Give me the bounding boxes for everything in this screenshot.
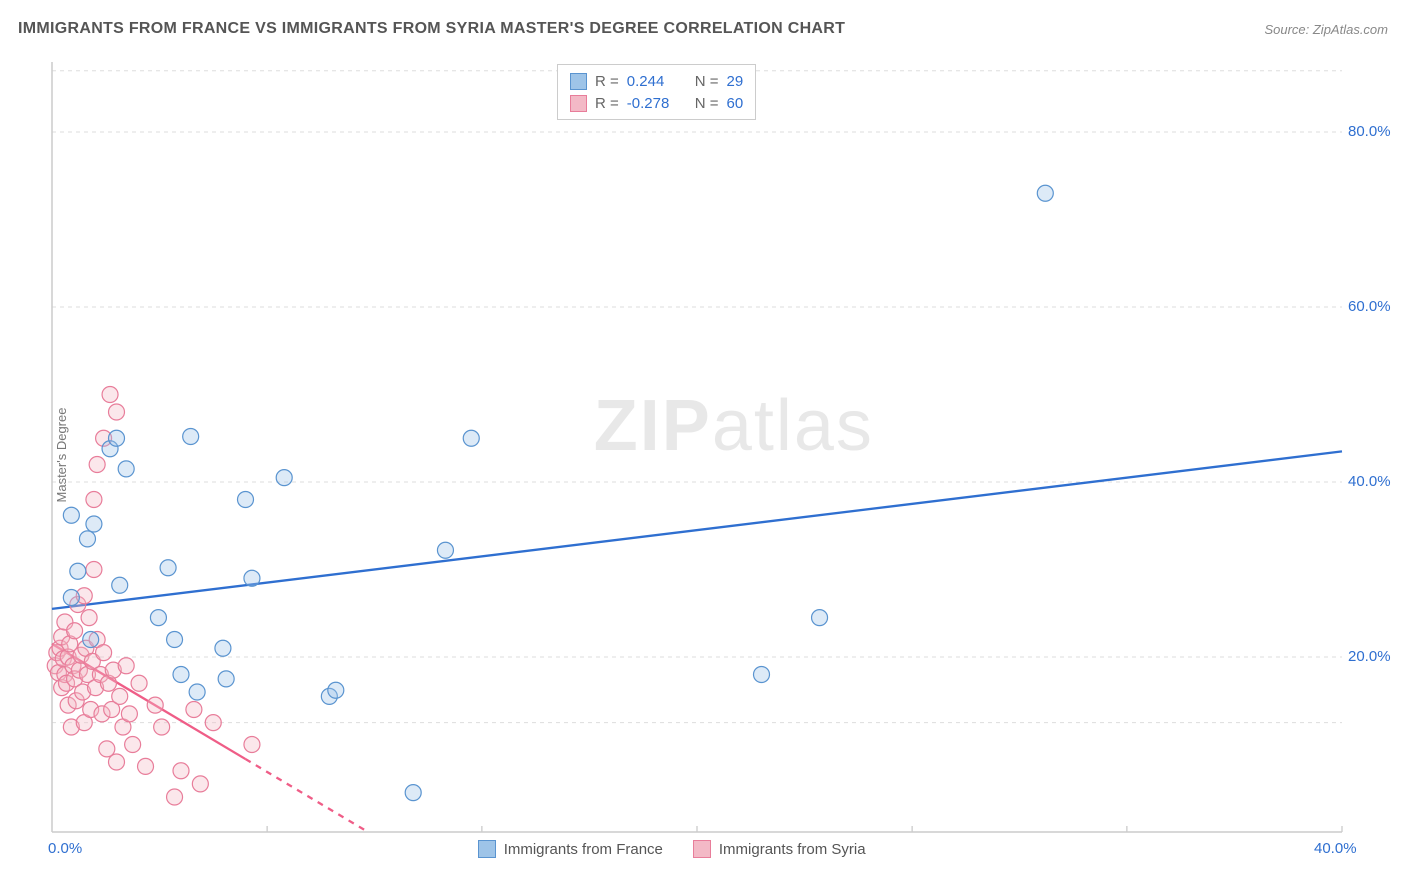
x-tick-label: 40.0%	[1314, 840, 1357, 857]
legend-item-france: Immigrants from France	[478, 840, 663, 858]
stats-n-label: N =	[695, 95, 719, 112]
scatter-plot-svg	[18, 50, 1388, 860]
stats-r-value: -0.278	[627, 95, 687, 112]
y-tick-label: 20.0%	[1348, 648, 1391, 665]
stats-row-france: R = 0.244 N = 29	[570, 70, 743, 92]
legend-swatch-france	[478, 840, 496, 858]
legend-label: Immigrants from France	[504, 841, 663, 858]
x-tick-label: 0.0%	[48, 840, 82, 857]
stats-n-value: 29	[727, 73, 744, 90]
source-prefix: Source:	[1264, 22, 1312, 37]
stats-n-value: 60	[727, 95, 744, 112]
stats-swatch-syria	[570, 95, 587, 112]
stats-r-label: R =	[595, 73, 619, 90]
legend-item-syria: Immigrants from Syria	[693, 840, 866, 858]
source-name: ZipAtlas.com	[1313, 22, 1388, 37]
stats-row-syria: R = -0.278 N = 60	[570, 92, 743, 114]
legend-swatch-syria	[693, 840, 711, 858]
chart-title: IMMIGRANTS FROM FRANCE VS IMMIGRANTS FRO…	[18, 20, 845, 38]
legend-label: Immigrants from Syria	[719, 841, 866, 858]
stats-n-label: N =	[695, 73, 719, 90]
stats-r-label: R =	[595, 95, 619, 112]
y-tick-label: 80.0%	[1348, 123, 1391, 140]
source-attribution: Source: ZipAtlas.com	[1264, 22, 1388, 37]
bottom-legend: Immigrants from France Immigrants from Sy…	[478, 840, 866, 858]
stats-swatch-france	[570, 73, 587, 90]
stats-r-value: 0.244	[627, 73, 687, 90]
correlation-chart: Master's Degree ZIPatlas R = 0.244N = 29…	[18, 50, 1388, 860]
y-tick-label: 40.0%	[1348, 473, 1391, 490]
y-tick-label: 60.0%	[1348, 298, 1391, 315]
stats-legend-box: R = 0.244 N = 29 R = -0.278 N = 60	[557, 64, 756, 120]
